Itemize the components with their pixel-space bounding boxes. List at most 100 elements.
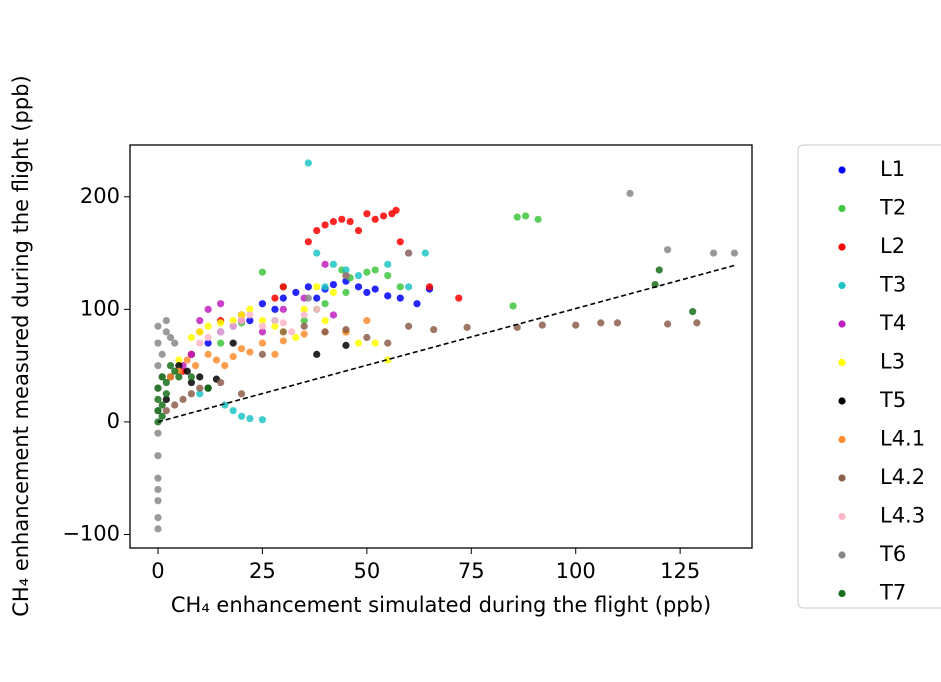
data-point bbox=[162, 328, 170, 336]
data-point bbox=[237, 390, 246, 398]
data-point bbox=[664, 320, 672, 328]
y-tick-label: 200 bbox=[80, 184, 120, 208]
data-point bbox=[521, 212, 530, 220]
data-point bbox=[346, 217, 354, 226]
data-point bbox=[217, 378, 225, 387]
data-point bbox=[271, 294, 279, 302]
data-point bbox=[371, 339, 379, 347]
legend-marker bbox=[838, 397, 846, 405]
data-point bbox=[279, 305, 287, 313]
data-point bbox=[166, 333, 175, 342]
data-point bbox=[664, 246, 672, 254]
data-point bbox=[196, 328, 204, 336]
data-point bbox=[212, 356, 221, 364]
data-point bbox=[196, 373, 204, 381]
data-point bbox=[279, 328, 287, 336]
data-point bbox=[292, 333, 300, 342]
x-tick-label: 25 bbox=[249, 559, 276, 583]
data-point bbox=[371, 266, 379, 274]
data-point bbox=[405, 249, 413, 257]
legend-label: L4.2 bbox=[880, 465, 925, 489]
data-point bbox=[329, 311, 338, 319]
x-tick-label: 125 bbox=[660, 559, 700, 583]
x-axis-label: CH₄ enhancement simulated during the fli… bbox=[171, 593, 711, 617]
x-tick-label: 50 bbox=[353, 559, 380, 583]
data-point bbox=[279, 319, 287, 327]
data-point bbox=[229, 407, 237, 415]
data-point bbox=[158, 350, 166, 358]
legend-label: T7 bbox=[879, 581, 906, 605]
data-point bbox=[425, 283, 434, 291]
data-point bbox=[300, 322, 308, 330]
data-point bbox=[626, 189, 634, 198]
legend-label: L4.3 bbox=[880, 504, 925, 528]
data-point bbox=[300, 311, 308, 319]
data-point bbox=[396, 283, 404, 291]
data-point bbox=[204, 339, 212, 347]
data-point bbox=[154, 429, 162, 437]
data-point bbox=[384, 339, 392, 347]
data-point bbox=[258, 300, 267, 308]
data-point bbox=[300, 305, 308, 313]
data-point bbox=[313, 249, 321, 257]
data-point bbox=[279, 294, 287, 302]
data-point bbox=[258, 317, 267, 325]
data-point bbox=[158, 373, 166, 381]
data-point bbox=[196, 317, 204, 325]
data-point bbox=[237, 311, 246, 319]
data-point bbox=[342, 271, 350, 280]
data-point bbox=[413, 300, 421, 308]
data-point bbox=[187, 333, 196, 342]
data-point bbox=[342, 341, 350, 349]
data-point bbox=[196, 339, 204, 347]
data-point bbox=[246, 317, 254, 325]
data-point bbox=[371, 215, 379, 223]
data-point bbox=[158, 401, 166, 409]
data-point bbox=[329, 217, 338, 226]
legend-marker bbox=[838, 281, 846, 290]
data-point bbox=[154, 407, 162, 415]
data-point bbox=[204, 322, 212, 330]
data-point bbox=[321, 317, 329, 325]
x-tick-label: 75 bbox=[458, 559, 485, 583]
data-point bbox=[363, 317, 371, 325]
data-point bbox=[154, 485, 162, 494]
data-point bbox=[175, 356, 183, 364]
data-point bbox=[217, 328, 225, 336]
data-point bbox=[321, 300, 329, 308]
data-point bbox=[258, 339, 267, 347]
data-point bbox=[300, 330, 308, 338]
data-point bbox=[271, 317, 279, 325]
data-point bbox=[258, 322, 267, 330]
data-point bbox=[321, 260, 329, 268]
data-point bbox=[154, 339, 162, 347]
data-point bbox=[154, 362, 162, 370]
data-point bbox=[342, 266, 350, 274]
legend-marker bbox=[838, 589, 846, 598]
data-point bbox=[321, 221, 329, 229]
data-point bbox=[166, 362, 175, 370]
data-point bbox=[329, 280, 338, 289]
data-point bbox=[430, 326, 438, 334]
y-tick-label: 100 bbox=[80, 296, 120, 320]
data-point bbox=[313, 283, 321, 291]
x-tick-label: 0 bbox=[151, 559, 164, 583]
y-tick-label: −100 bbox=[62, 521, 120, 545]
legend-marker bbox=[838, 166, 846, 174]
data-point bbox=[221, 401, 229, 409]
data-point bbox=[191, 362, 200, 370]
data-point bbox=[384, 292, 392, 300]
data-point bbox=[354, 271, 363, 280]
data-point bbox=[162, 395, 170, 404]
legend-marker bbox=[838, 474, 846, 482]
data-point bbox=[154, 474, 162, 482]
data-point bbox=[229, 317, 237, 325]
data-point bbox=[329, 260, 338, 268]
legend-label: L1 bbox=[880, 157, 905, 181]
data-point bbox=[338, 215, 346, 223]
data-point bbox=[342, 288, 350, 297]
data-point bbox=[379, 212, 388, 220]
legend-marker bbox=[838, 243, 846, 251]
y-tick-label: 0 bbox=[107, 409, 120, 433]
